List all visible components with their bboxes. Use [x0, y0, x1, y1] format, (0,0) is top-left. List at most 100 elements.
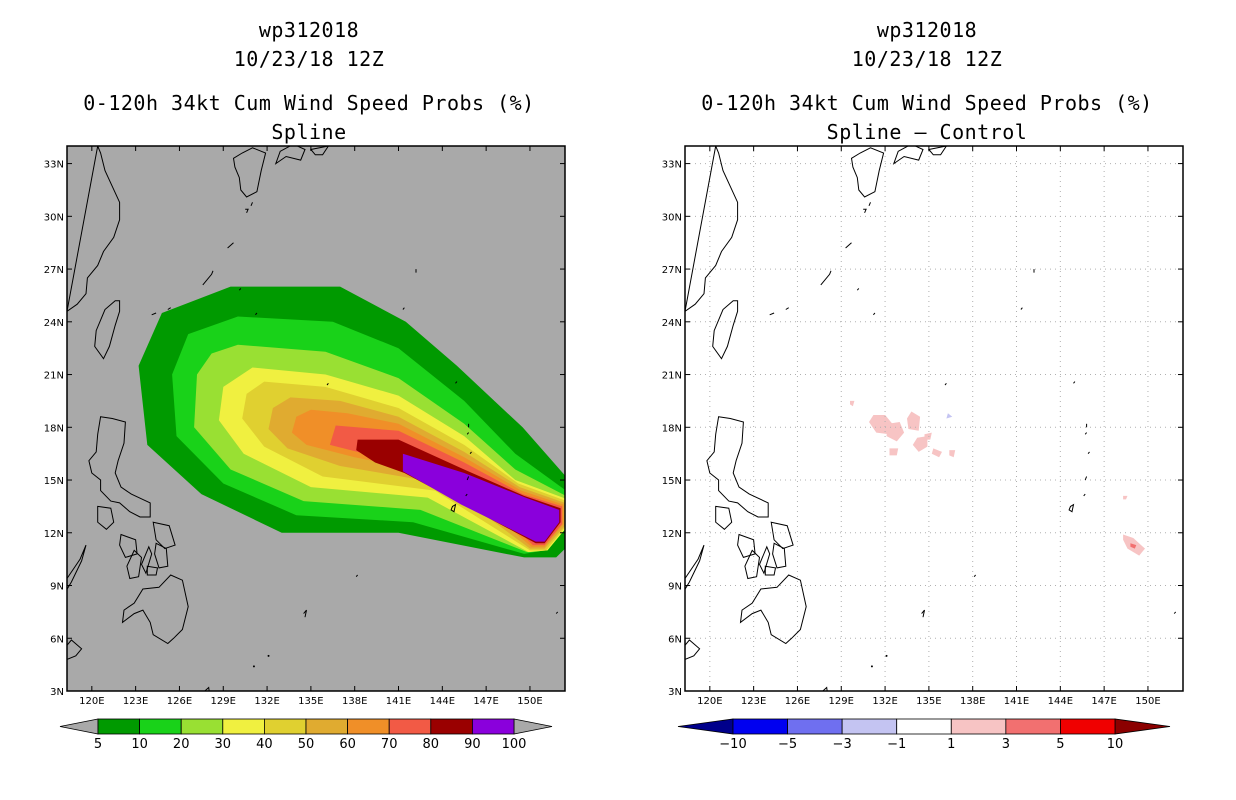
- x-tick-label: 120E: [79, 696, 104, 707]
- coastline: [355, 574, 358, 578]
- coastline: [845, 242, 852, 249]
- colorbar-label: −10: [719, 737, 746, 752]
- x-tick-label: 132E: [872, 696, 897, 707]
- colorbar-label: 5: [94, 737, 102, 752]
- coastline: [850, 147, 885, 198]
- coastline: [465, 493, 468, 497]
- colorbar-swatch: [222, 718, 265, 735]
- method-title: Spline – Control: [826, 120, 1028, 144]
- difference-area: [949, 450, 956, 458]
- y-tick-label: 21N: [44, 371, 64, 382]
- right-panel: wp312018 10/23/18 12Z 0-120h 34kt Cum Wi…: [618, 0, 1236, 800]
- coastline: [764, 565, 777, 576]
- datetime-title: 10/23/18 12Z: [233, 47, 385, 71]
- coastline: [870, 665, 873, 668]
- colorbar-label: 10: [131, 737, 148, 752]
- coastline: [820, 270, 832, 286]
- coastline: [466, 432, 469, 435]
- coastline: [245, 208, 249, 213]
- coastline: [1173, 611, 1177, 614]
- y-tick-label: 12N: [44, 529, 64, 540]
- difference-area: [907, 411, 921, 431]
- x-tick-label: 135E: [298, 696, 323, 707]
- colorbar-swatch: [841, 718, 898, 735]
- coastline: [555, 611, 559, 614]
- x-tick-label: 138E: [960, 696, 985, 707]
- colorbar-swatch: [430, 718, 473, 735]
- coastline: [715, 505, 733, 530]
- coastline: [151, 312, 157, 316]
- colorbar-label: 90: [464, 737, 481, 752]
- coastline: [455, 381, 458, 384]
- x-tick-label: 147E: [473, 696, 498, 707]
- coastline: [88, 416, 151, 518]
- y-tick-label: 18N: [662, 423, 682, 434]
- contour-level-90: [402, 453, 560, 542]
- coastline: [1083, 493, 1086, 497]
- coastline: [469, 451, 472, 455]
- difference-area: [850, 400, 855, 407]
- colorbar-label: −1: [887, 737, 906, 752]
- coastline: [94, 300, 121, 360]
- coastline: [154, 542, 169, 569]
- coastline: [739, 574, 807, 645]
- x-tick-label: 123E: [123, 696, 148, 707]
- x-tick-label: 126E: [785, 696, 810, 707]
- x-tick-label: 126E: [167, 696, 192, 707]
- y-tick-label: 21N: [662, 371, 682, 382]
- coastline: [303, 609, 307, 618]
- coastline: [1084, 476, 1088, 481]
- colorbar-swatch: [180, 718, 224, 735]
- y-tick-label: 33N: [662, 160, 682, 171]
- colorbar-label: 40: [256, 737, 273, 752]
- colorbar-label: −5: [778, 737, 797, 752]
- product-title: 0-120h 34kt Cum Wind Speed Probs (%): [701, 91, 1153, 115]
- difference-area: [946, 413, 953, 419]
- coastline: [973, 574, 976, 578]
- colorbar-swatch: [787, 718, 843, 735]
- colorbar-label: 60: [339, 737, 356, 752]
- probability-map: 120E 123E 126E 129E 132E 135E 138E 141E 144E 147E…: [44, 145, 566, 752]
- coastline: [152, 521, 176, 550]
- coastline: [868, 202, 871, 206]
- colorbar-swatch: [388, 718, 432, 735]
- coastline: [685, 146, 739, 312]
- product-title: 0-120h 34kt Cum Wind Speed Probs (%): [83, 91, 535, 115]
- coastline: [1068, 503, 1075, 513]
- method-title: Spline: [271, 120, 347, 144]
- coastline: [202, 270, 214, 286]
- coastline: [252, 146, 301, 147]
- coastline: [785, 307, 789, 310]
- coastline: [685, 544, 705, 591]
- coastline: [870, 146, 919, 147]
- coastline: [772, 542, 787, 569]
- coastline: [1020, 307, 1023, 310]
- colorbar-label: 10: [1107, 737, 1124, 752]
- plot-area: [67, 146, 565, 691]
- difference-map: 120E 123E 126E 129E 132E 135E 138E 141E 144E 147E…: [662, 145, 1184, 752]
- coastline: [712, 300, 739, 360]
- colorbar-label: 3: [1002, 737, 1010, 752]
- coastline: [450, 503, 457, 513]
- y-tick-label: 27N: [662, 265, 682, 276]
- y-tick-label: 6N: [668, 634, 682, 645]
- coastline: [1087, 451, 1090, 455]
- y-tick-label: 9N: [50, 582, 64, 593]
- colorbar-high-triangle: [513, 718, 553, 735]
- coastline: [146, 565, 159, 576]
- y-tick-label: 3N: [50, 687, 64, 698]
- colorbar-swatch: [263, 718, 307, 735]
- x-tick-label: 138E: [342, 696, 367, 707]
- coastline: [706, 416, 769, 518]
- left-panel: wp312018 10/23/18 12Z 0-120h 34kt Cum Wi…: [44, 18, 566, 752]
- x-tick-label: 150E: [1135, 696, 1160, 707]
- coastline: [758, 545, 771, 575]
- x-tick-label: 141E: [386, 696, 411, 707]
- coastline: [944, 382, 947, 386]
- coastline: [121, 574, 189, 645]
- y-tick-label: 3N: [668, 687, 682, 698]
- colorbar-low-triangle: [59, 718, 99, 735]
- colorbar-label: 80: [423, 737, 440, 752]
- difference-area: [912, 436, 928, 452]
- coastline: [97, 505, 115, 530]
